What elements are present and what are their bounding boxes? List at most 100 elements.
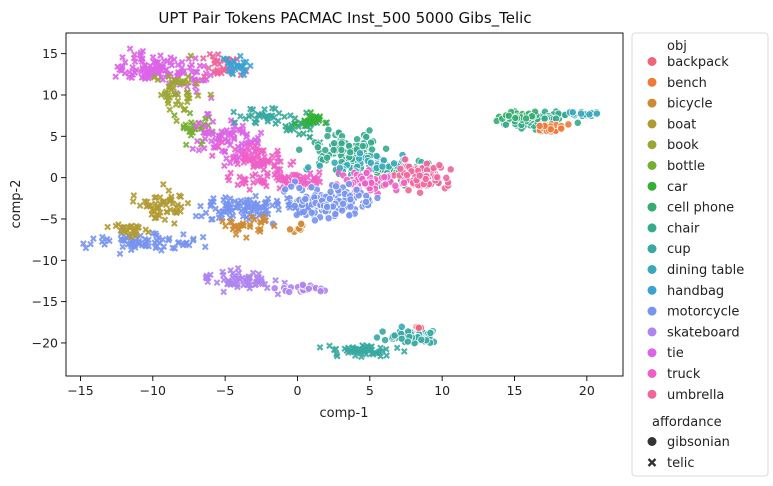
data-point: [145, 242, 153, 250]
data-point: [165, 235, 173, 242]
data-point: [268, 152, 276, 160]
x-tick-label: −15: [67, 383, 93, 398]
data-point: [120, 223, 128, 231]
data-point: [185, 78, 192, 86]
data-point: [148, 69, 156, 76]
data-point: [422, 159, 431, 168]
data-point: [285, 288, 294, 296]
data-point: [139, 47, 147, 55]
legend-entry-car: car: [647, 180, 688, 195]
data-point: [169, 244, 177, 252]
data-point: [435, 161, 444, 170]
data-point: [330, 139, 339, 148]
data-point: [270, 284, 279, 293]
data-point: [132, 228, 139, 235]
legend-entry-dining-table: dining table: [647, 263, 744, 278]
legend-entry-cell-phone: cell phone: [647, 201, 734, 216]
data-point: [223, 55, 231, 63]
data-point: [183, 125, 191, 132]
data-point: [326, 342, 333, 350]
data-point: [166, 196, 174, 204]
data-point: [207, 271, 214, 279]
legend-entry-tie: tie: [647, 346, 684, 361]
data-point: [282, 122, 289, 130]
data-point: [246, 223, 254, 231]
data-point: [337, 139, 346, 148]
data-point: [316, 287, 325, 296]
data-point: [141, 235, 149, 243]
data-point: [200, 144, 208, 152]
data-point: [223, 201, 231, 209]
data-point: [307, 108, 315, 116]
data-point: [522, 114, 531, 123]
data-point: [187, 52, 195, 60]
data-point: [301, 195, 310, 204]
data-point: [276, 170, 284, 178]
data-point: [213, 279, 221, 286]
data-point: [393, 344, 401, 352]
legend-swatch: [647, 57, 657, 66]
data-point: [378, 162, 387, 171]
legend-label: cup: [667, 242, 691, 257]
data-point: [241, 157, 249, 164]
cluster-boat-telic: [129, 181, 192, 227]
data-point: [156, 200, 164, 208]
cluster-handbag-telic: [220, 52, 254, 79]
data-point: [258, 148, 266, 156]
x-tick-label: 10: [434, 383, 450, 398]
data-point: [221, 162, 228, 170]
data-point: [212, 205, 219, 213]
data-point: [200, 73, 208, 80]
data-point: [193, 137, 201, 145]
data-point: [220, 66, 228, 74]
data-point: [332, 182, 340, 191]
data-point: [256, 218, 264, 226]
data-point: [352, 185, 361, 194]
data-point: [195, 119, 203, 127]
data-point: [252, 192, 259, 200]
legend-entry-bicycle: bicycle: [647, 97, 712, 112]
data-point: [365, 126, 374, 135]
data-point: [202, 129, 210, 137]
data-point: [184, 89, 191, 96]
data-point: [323, 202, 332, 211]
data-point: [261, 153, 268, 161]
data-point: [381, 336, 390, 345]
x-tick-label: −5: [216, 383, 234, 398]
data-point: [272, 276, 279, 284]
data-point: [209, 118, 217, 126]
data-point: [166, 106, 174, 114]
legend-label: car: [667, 180, 688, 195]
x-tick-label: 0: [294, 383, 302, 398]
data-point: [400, 178, 409, 187]
data-point: [403, 171, 411, 180]
data-point: [269, 202, 276, 209]
data-point: [239, 180, 246, 188]
data-point: [377, 352, 384, 360]
data-point: [240, 205, 247, 212]
legend-label: telic: [667, 456, 694, 471]
data-point: [187, 119, 195, 126]
legend-label: motorcycle: [667, 305, 739, 320]
data-point: [161, 216, 169, 224]
data-point: [415, 171, 424, 180]
data-point: [373, 333, 381, 342]
legend-label: truck: [667, 367, 701, 382]
data-point: [535, 122, 544, 130]
data-point: [270, 222, 278, 230]
data-point: [275, 176, 282, 184]
data-point: [180, 230, 187, 238]
data-point: [153, 232, 160, 240]
legend-swatch: [647, 285, 657, 295]
data-point: [254, 200, 261, 208]
cluster-boat-telic: [104, 221, 152, 240]
data-point: [263, 172, 271, 180]
cluster-truck-gibsonian: [332, 166, 409, 199]
data-point: [208, 152, 216, 160]
data-point: [171, 77, 179, 84]
data-point: [122, 229, 130, 236]
x-tick-label: 5: [366, 383, 374, 398]
data-point: [141, 75, 149, 83]
data-point: [167, 54, 174, 61]
